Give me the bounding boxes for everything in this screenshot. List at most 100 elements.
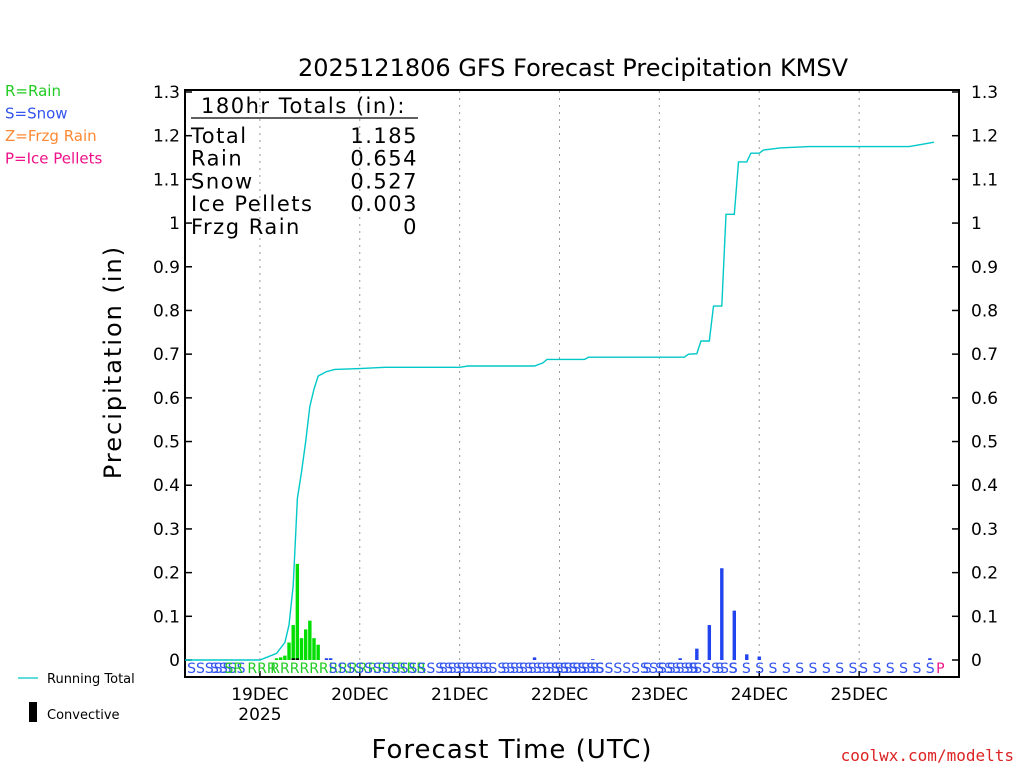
precip-bar-rain <box>283 655 287 660</box>
y-tick-label-left: 0.2 <box>153 564 180 584</box>
precip-bar-rain <box>291 625 295 660</box>
plot-frame <box>184 89 960 678</box>
y-tick-label-left: 1.3 <box>153 83 180 103</box>
y-tick-label-right: 0.5 <box>971 433 998 453</box>
x-axis: 19DEC 20DEC 21DEC 22DEC 23DEC 24DEC 25DEC 2025 <box>231 671 888 725</box>
precip-type-marker: SSSSS <box>187 661 232 677</box>
y-tick-label-left: 1.1 <box>153 170 180 190</box>
precip-bar-rain <box>299 638 304 660</box>
totals-header: 180hr Totals (in): <box>201 94 406 118</box>
precip-type-marker: P <box>936 661 944 677</box>
precip-bar-rain <box>287 642 291 660</box>
y-tick-label-right: 0.6 <box>971 389 998 409</box>
y-tick-label-left: 1.2 <box>153 127 180 147</box>
convective-bar <box>291 658 295 660</box>
precip-bar-snow <box>707 625 712 660</box>
running-total-legend-label: Running Total <box>47 672 135 687</box>
x-tick-label: 23DEC <box>631 685 688 705</box>
totals-label: Total <box>190 124 248 148</box>
type-legend-entry: P=Ice Pellets <box>5 150 102 168</box>
y-axis-title: Precipitation (in) <box>99 245 127 479</box>
totals-label: Rain <box>191 147 243 171</box>
totals-label: Frzg Rain <box>191 215 301 239</box>
convective-legend-label: Convective <box>47 708 120 723</box>
precip-bar-snow <box>328 658 333 660</box>
y-tick-label-right: 1.1 <box>971 170 998 190</box>
y-tick-label-right: 1.3 <box>971 83 998 103</box>
precip-bar-snow <box>720 568 724 660</box>
precip-type-marker: RRR <box>247 661 276 677</box>
precip-type-marker: S S S S S S S S S S S S S <box>689 661 858 677</box>
precip-type-marker: SSSSSSSSSSSSSSSSSSSSS <box>551 661 738 677</box>
y-tick-label-left: 0.9 <box>153 258 180 278</box>
x-tick-label: 24DEC <box>731 685 788 705</box>
totals-value: 0 <box>403 215 418 239</box>
y-axis-left: 0 0.1 0.2 0.3 0.4 0.5 0.6 0.7 0.8 0.9 1 1.1 1.2 1.3 <box>153 83 192 671</box>
y-tick-label-right: 0.4 <box>971 476 998 496</box>
precip-bar-snow <box>591 659 595 660</box>
totals-label: Snow <box>191 169 254 193</box>
precip-bar-rain <box>316 644 320 660</box>
precip-bar-rain <box>303 629 308 660</box>
y-axis-right: 0 0.1 0.2 0.3 0.4 0.5 0.6 0.7 0.8 0.9 1 1.1 1.2 1.3 <box>952 83 998 671</box>
totals-label: Ice Pellets <box>191 192 313 216</box>
convective-legend-swatch <box>29 702 37 722</box>
y-tick-label-right: 0.8 <box>971 301 998 321</box>
type-legend-entry: Z=Frzg Rain <box>5 127 97 145</box>
type-legend-entry: S=Snow <box>5 105 68 123</box>
precip-bar-snow <box>324 658 329 660</box>
y-tick-label-right: 0 <box>971 651 982 671</box>
totals-value: 0.527 <box>350 169 418 193</box>
x-year-label: 2025 <box>238 705 281 725</box>
x-tick-label: 25DEC <box>830 685 887 705</box>
running-total-line <box>185 141 935 661</box>
precip-type-marker: S S S S S S <box>859 661 935 677</box>
precip-type-marker: SS <box>655 661 673 677</box>
precip-bar-snow <box>732 610 736 660</box>
precip-type-marker: SR <box>225 661 244 677</box>
precip-bars <box>274 563 932 660</box>
precip-type-marker: SSS <box>672 661 699 677</box>
x-tick-label: 22DEC <box>531 685 588 705</box>
source-credit: coolwx.com/modelts <box>841 746 1014 765</box>
y-tick-label-left: 0.8 <box>153 301 180 321</box>
precip-bar-snow <box>928 658 932 660</box>
y-tick-label-right: 0.7 <box>971 345 998 365</box>
precip-bar-snow <box>757 656 761 660</box>
totals-value: 0.654 <box>350 147 418 171</box>
x-tick-label: 19DEC <box>231 685 288 705</box>
y-tick-label-right: 1.2 <box>971 127 998 147</box>
precip-bar-snow <box>745 654 749 660</box>
y-tick-label-right: 0.2 <box>971 564 998 584</box>
y-tick-label-left: 0.5 <box>153 433 180 453</box>
y-tick-label-right: 0.3 <box>971 520 998 540</box>
totals-value: 1.185 <box>350 124 418 148</box>
precip-bar-rain <box>295 563 300 660</box>
y-tick-label-left: 0.4 <box>153 476 180 496</box>
y-tick-label-right: 0.1 <box>971 607 998 627</box>
y-tick-label-left: 0.7 <box>153 345 180 365</box>
precip-bar-snow <box>532 657 537 660</box>
x-axis-title: Forecast Time (UTC) <box>371 735 652 765</box>
running-total-layer <box>185 141 935 661</box>
precip-bar-rain <box>274 658 279 660</box>
y-tick-label-right: 0.9 <box>971 258 998 278</box>
precip-type-marker: RRRRRRRRRRRRRRRR <box>270 661 426 677</box>
type-legend: R=Rain S=Snow Z=Frzg Rain P=Ice Pellets <box>5 82 102 168</box>
precip-type-marker: SSSS <box>210 661 246 677</box>
x-tick-label: 20DEC <box>331 685 388 705</box>
y-tick-label-right: 1 <box>971 214 982 234</box>
convective-bar <box>295 658 300 660</box>
precip-bar-rain <box>308 620 312 660</box>
precip-type-marker: SSSSSS <box>439 661 492 677</box>
precip-bar-rain <box>312 638 316 660</box>
precip-type-marker: SSSSSSSSSSS <box>501 661 599 677</box>
chart-title: 2025121806 GFS Forecast Precipitation KM… <box>298 54 849 82</box>
x-tick-label: 21DEC <box>431 685 488 705</box>
type-legend-entry: R=Rain <box>5 82 61 100</box>
y-tick-label-left: 0.3 <box>153 520 180 540</box>
y-tick-label-left: 1 <box>169 214 180 234</box>
precip-bar-snow <box>678 658 682 660</box>
